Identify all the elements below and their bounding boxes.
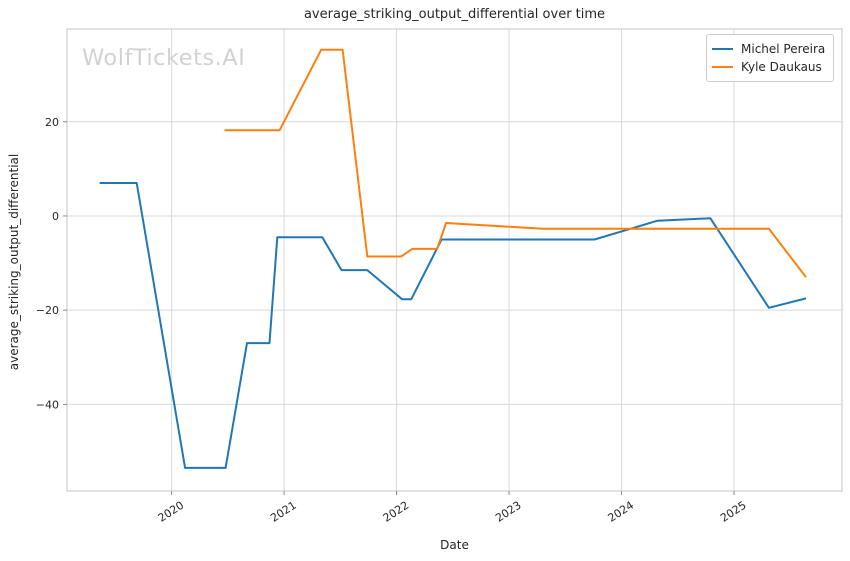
legend-line-swatch-blue <box>712 47 733 51</box>
legend-item-kyle-daukaus: Kyle Daukaus <box>712 58 824 76</box>
series-line-michel-pereira <box>99 182 807 469</box>
plot-border <box>66 28 843 492</box>
x-tick-label: 2023 <box>493 499 524 525</box>
y-tick-label: 0 <box>52 210 59 223</box>
y-tick-label: −20 <box>36 304 59 317</box>
y-tick-label: 20 <box>45 116 59 129</box>
x-tick-label: 2022 <box>381 499 412 525</box>
legend-label: Kyle Daukaus <box>741 60 822 74</box>
watermark: WolfTickets.AI <box>82 45 246 71</box>
legend-item-michel-pereira: Michel Pereira <box>712 40 826 58</box>
x-tick-label: 2020 <box>156 499 187 525</box>
x-tick-label: 2025 <box>718 499 749 525</box>
x-axis-label: Date <box>440 538 469 552</box>
series-line-kyle-daukaus <box>224 48 807 278</box>
legend-label: Michel Pereira <box>741 42 826 56</box>
y-tick-label: −40 <box>36 398 59 411</box>
x-tick-label: 2021 <box>268 499 299 525</box>
y-axis-label: average_striking_output_differential <box>7 153 21 371</box>
legend: Michel Pereira Kyle Daukaus <box>706 34 834 82</box>
legend-line-swatch-orange <box>712 65 733 69</box>
chart-title: average_striking_output_differential ove… <box>303 7 606 22</box>
x-tick-label: 2024 <box>606 499 637 525</box>
